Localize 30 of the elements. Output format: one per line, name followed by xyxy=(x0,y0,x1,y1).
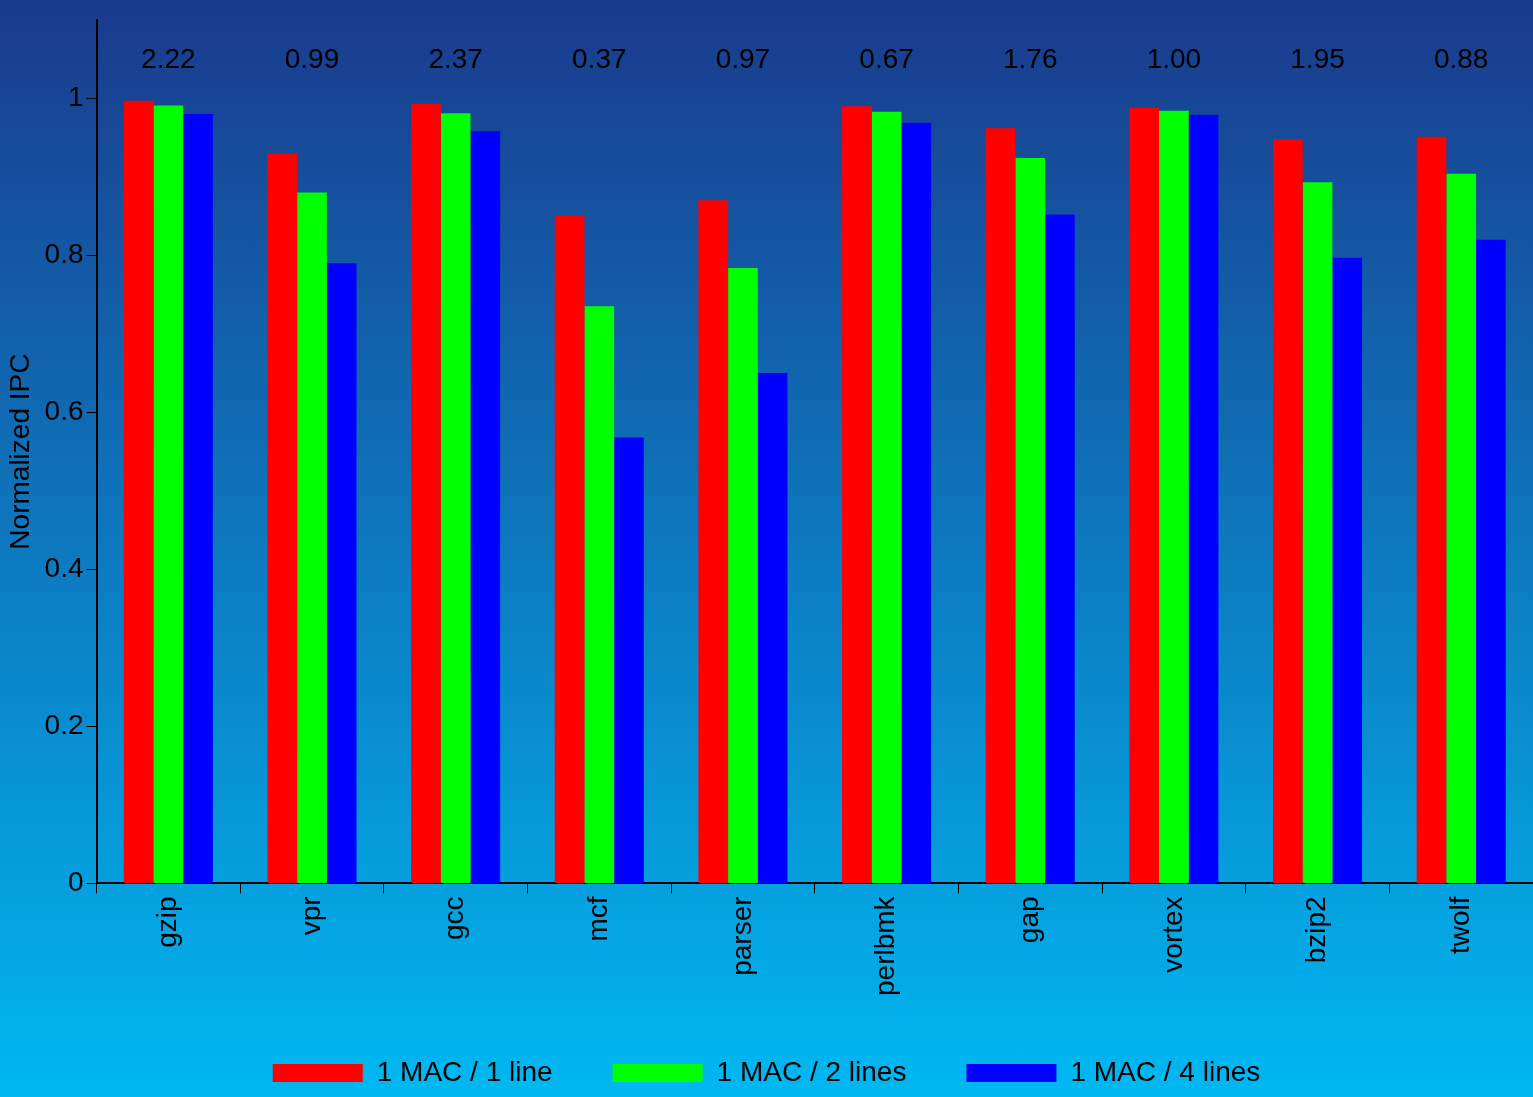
x-tick-label: gcc xyxy=(438,896,470,940)
y-tick-label: 0.2 xyxy=(44,709,84,741)
y-tick-label: 0.4 xyxy=(44,552,84,584)
y-tick-label: 0.8 xyxy=(44,238,84,270)
legend-label: 1 MAC / 4 lines xyxy=(1070,1055,1261,1087)
x-tick-label: mcf xyxy=(582,896,614,942)
legend-label: 1 MAC / 1 line xyxy=(376,1055,553,1087)
x-tick-label: twolf xyxy=(1443,896,1475,954)
annotation: 0.37 xyxy=(572,42,627,74)
x-tick-label: parser xyxy=(725,896,757,976)
annotation: 0.97 xyxy=(715,42,771,74)
annotation: 0.88 xyxy=(1433,42,1489,74)
legend-label: 1 MAC / 2 lines xyxy=(716,1055,907,1087)
y-tick-label: 0.6 xyxy=(44,395,84,427)
x-tick-label: perlbmk xyxy=(869,895,901,997)
x-tick-label: gzip xyxy=(151,896,183,948)
annotation: 1.76 xyxy=(1002,42,1058,74)
annotation: 0.99 xyxy=(284,42,340,74)
annotation: 1.00 xyxy=(1146,42,1202,74)
y-tick-label: 0 xyxy=(67,866,84,898)
y-tick-label: 1 xyxy=(67,81,84,113)
x-tick-label: gap xyxy=(1012,896,1044,944)
x-tick-label: vortex xyxy=(1156,896,1188,973)
annotation: 0.67 xyxy=(859,42,914,74)
y-axis-title: Normalized IPC xyxy=(3,353,35,550)
x-tick-label: vpr xyxy=(294,896,326,936)
annotation: 1.95 xyxy=(1290,42,1345,74)
annotation: 2.37 xyxy=(428,42,483,74)
annotation: 2.22 xyxy=(141,42,196,74)
x-tick-label: bzip2 xyxy=(1300,896,1332,964)
